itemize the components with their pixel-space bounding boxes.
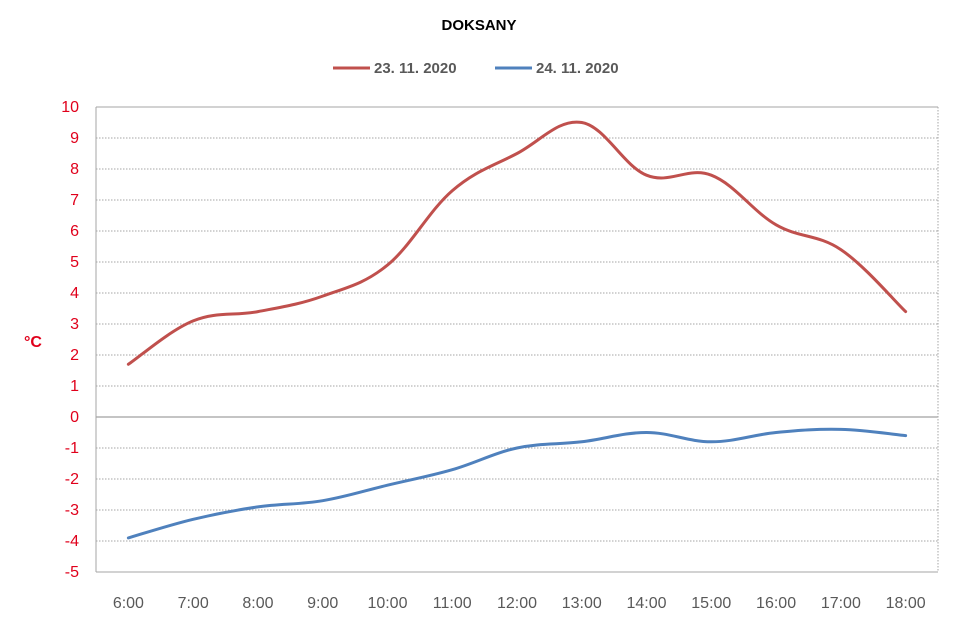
data-point [710,440,713,443]
data-point [580,121,583,124]
y-tick-label: 3 [70,316,79,333]
y-tick-label: 6 [70,223,79,240]
y-tick-label: 2 [70,347,79,364]
x-tick-label: 12:00 [497,595,537,612]
data-point [904,310,907,313]
x-tick-label: 9:00 [307,595,338,612]
data-point [775,431,778,434]
x-tick-label: 11:00 [433,595,472,612]
y-tick-label: -1 [65,440,79,457]
series-line-1 [126,120,908,366]
data-point [516,447,519,450]
data-point [386,264,389,267]
data-point [321,499,324,502]
data-point [192,518,195,521]
legend: 23. 11. 2020 24. 11. 2020 [333,60,619,77]
x-tick-label: 8:00 [242,595,273,612]
y-tick-label: 5 [70,254,79,271]
data-point [645,431,648,434]
y-tick-label: 8 [70,161,79,178]
x-tick-label: 18:00 [886,595,926,612]
data-point [127,363,130,366]
x-tick-label: 6:00 [113,595,144,612]
legend-label: 23. 11. 2020 [374,60,457,77]
y-tick-label: -5 [65,564,79,581]
y-tick-label: -2 [65,471,79,488]
data-point [516,152,519,155]
data-point [192,319,195,322]
y-tick-label: 10 [61,99,79,116]
data-point [386,484,389,487]
data-point [839,248,842,251]
x-tick-label: 16:00 [756,595,796,612]
data-point [839,428,842,431]
data-point [580,440,583,443]
series-lines [126,120,908,540]
y-tick-label: 4 [70,285,79,302]
data-point [710,174,713,177]
y-tick-label: -4 [65,533,79,550]
y-axis-label: °C [24,334,42,351]
y-tick-label: 9 [70,130,79,147]
y-tick-label: 7 [70,192,79,209]
chart-title: DOKSANY [441,17,516,34]
x-tick-label: 13:00 [562,595,602,612]
x-tick-label: 15:00 [691,595,731,612]
x-tick-label: 7:00 [178,595,209,612]
data-point [775,223,778,226]
series-line-2 [126,427,908,540]
data-point [321,295,324,298]
data-point [645,174,648,177]
gridlines [95,106,939,573]
data-point [256,310,259,313]
y-tick-label: -3 [65,502,79,519]
data-point [451,468,454,471]
x-tick-label: 10:00 [367,595,407,612]
data-point [451,189,454,192]
data-point [904,434,907,437]
y-tick-label: 0 [70,409,79,426]
x-axis-tick-labels: 6:00 7:00 8:00 9:00 10:00 11:00 12:00 13:00 14:0… [113,595,926,612]
y-tick-label: 1 [70,378,79,395]
data-point [127,536,130,539]
x-tick-label: 14:00 [627,595,667,612]
data-point [256,505,259,508]
legend-label: 24. 11. 2020 [536,60,619,77]
x-tick-label: 17:00 [821,595,861,612]
